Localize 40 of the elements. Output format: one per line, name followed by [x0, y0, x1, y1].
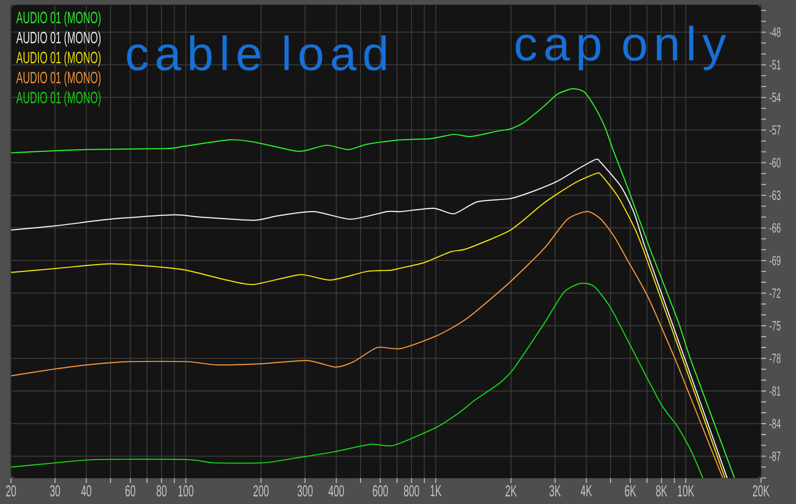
text: AUDIO 01 (MONO): [16, 31, 101, 47]
y-tick-label: -60: [770, 158, 781, 168]
x-tick-label: 2K: [506, 485, 517, 496]
y-tick-label: -72: [770, 288, 780, 298]
y-tick-label: -78: [770, 354, 781, 364]
y-tick-label: -75: [770, 321, 781, 330]
x-tick-label: 100: [178, 485, 194, 496]
y-tick-label: -48: [770, 27, 781, 37]
x-tick-label: 6K: [624, 485, 636, 496]
x-tick-label: 1K: [430, 485, 442, 496]
x-tick-label: 60: [125, 485, 136, 496]
y-tick-label: -81: [770, 386, 780, 396]
x-tick-label: 20K: [752, 485, 770, 496]
x-tick-label: 3K: [550, 485, 561, 496]
x-tick-label: 30: [50, 485, 60, 496]
text: AUDIO 01 (MONO): [16, 51, 101, 67]
y-tick-label: -54: [770, 92, 781, 102]
x-tick-label: 40: [81, 485, 92, 496]
y-tick-label: -66: [770, 223, 781, 233]
y-tick-label: -84: [770, 418, 781, 428]
text: AUDIO 01 (MONO): [16, 91, 101, 107]
annotation: cable load: [127, 35, 386, 71]
y-tick-label: -57: [770, 125, 780, 135]
text: AUDIO 01 (MONO): [16, 11, 101, 27]
x-tick-label: 200: [254, 485, 269, 496]
x-tick-label: 20: [6, 485, 16, 496]
x-tick-label: 4K: [580, 485, 592, 496]
y-tick-label: -87: [770, 451, 780, 461]
x-tick-label: 400: [328, 485, 344, 496]
x-tick-label: 800: [404, 485, 420, 496]
annotation: cap only: [516, 26, 726, 70]
x-tick-label: 8K: [656, 485, 668, 496]
y-tick-label: -51: [770, 60, 780, 70]
x-tick-label: 300: [297, 485, 313, 496]
x-tick-label: 10K: [678, 485, 694, 496]
y-tick-label: -69: [770, 256, 780, 266]
x-tick-label: 600: [372, 485, 388, 496]
y-tick-label: -63: [770, 190, 781, 200]
x-tick-label: 80: [156, 485, 166, 496]
text: AUDIO 01 (MONO): [16, 71, 101, 87]
